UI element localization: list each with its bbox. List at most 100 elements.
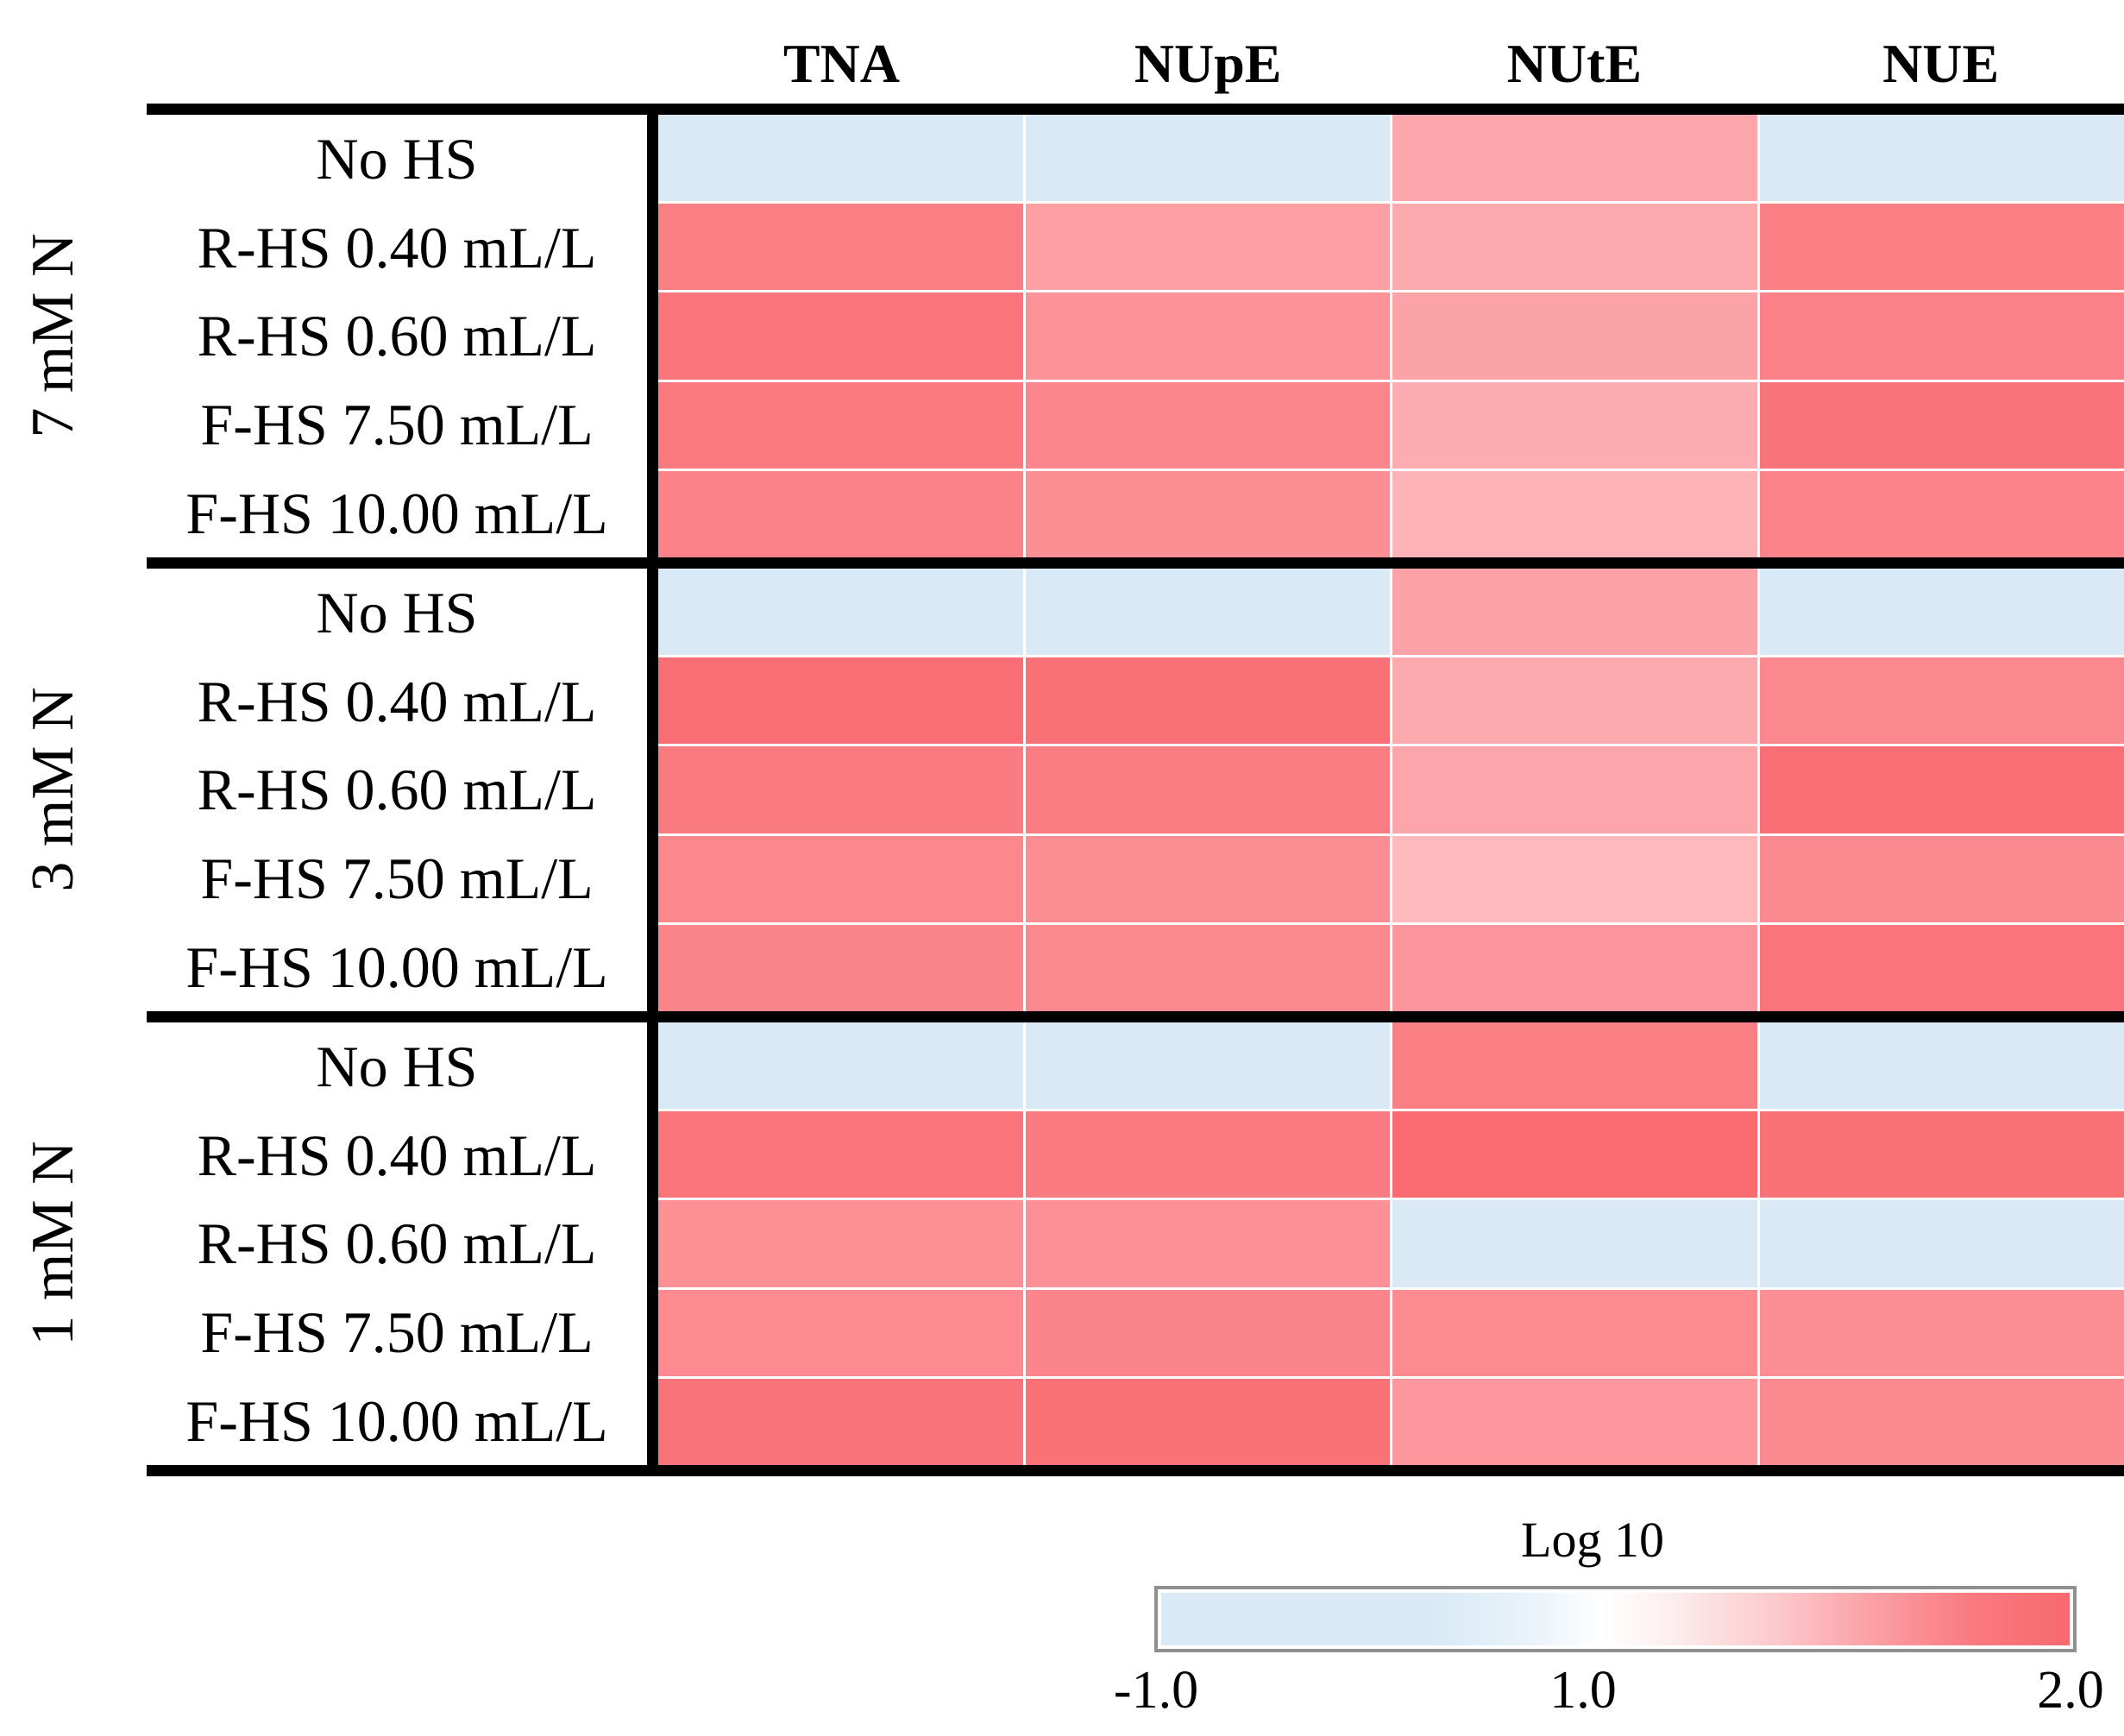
heatmap-cell	[1759, 292, 2124, 380]
heatmap-cells	[658, 1022, 2124, 1465]
heatmap-cell	[1759, 1289, 2124, 1376]
row-label: F-HS 10.00 mL/L	[185, 934, 608, 1000]
divider-line	[647, 115, 658, 557]
heatmap-cells	[658, 115, 2124, 557]
heatmap-cell	[1025, 292, 1390, 380]
heatmap-cell	[1759, 569, 2124, 656]
heatmap-cell	[1392, 1111, 1757, 1198]
divider-line	[647, 569, 658, 1011]
divider-line	[647, 1022, 658, 1465]
row-label: F-HS 7.50 mL/L	[200, 1299, 594, 1366]
heatmap-cell	[1392, 381, 1757, 469]
heatmap-cell	[1025, 657, 1390, 745]
heatmap-cell	[658, 1289, 1023, 1376]
heatmap-cell	[1025, 746, 1390, 833]
column-header-nute: NUtE	[1506, 33, 1643, 94]
heatmap-cell	[1025, 204, 1390, 291]
row-label-column: No HS R-HS 0.40 mL/L R-HS 0.60 mL/L F-HS 7.…	[147, 569, 647, 1011]
heatmap-cell	[1392, 1289, 1757, 1376]
heatmap-cell	[1025, 1378, 1390, 1465]
row-label: No HS	[316, 580, 478, 646]
heatmap-cell	[658, 1200, 1023, 1287]
row-label: No HS	[316, 126, 478, 192]
legend-tick-label-mid: 1.0	[1549, 1661, 1617, 1720]
row-label: No HS	[316, 1034, 478, 1100]
heatmap-cell	[1759, 1111, 2124, 1198]
heatmap-cell	[658, 746, 1023, 833]
heatmap-cell	[658, 204, 1023, 291]
heatmap-table: No HS R-HS 0.40 mL/L R-HS 0.60 mL/L F-HS 7.…	[147, 104, 2124, 1476]
heatmap-cell	[1759, 1200, 2124, 1287]
heatmap-cell	[1392, 746, 1757, 833]
heatmap-cell	[1759, 204, 2124, 291]
heatmap-cell	[1392, 835, 1757, 922]
column-header-tna: TNA	[782, 33, 900, 94]
legend-colorbar	[1154, 1586, 2077, 1652]
heatmap-cell	[658, 924, 1023, 1011]
column-headers: TNA NUpE NUtE NUE	[658, 7, 2124, 95]
heatmap-cell	[1025, 1111, 1390, 1198]
heatmap-cell	[1759, 835, 2124, 922]
heatmap-cell	[658, 1022, 1023, 1110]
heatmap-cell	[1392, 1378, 1757, 1465]
heatmap-cell	[1025, 1200, 1390, 1287]
row-label: R-HS 0.40 mL/L	[197, 668, 597, 734]
heatmap-cell	[1392, 1200, 1757, 1287]
row-label: R-HS 0.60 mL/L	[197, 303, 597, 369]
legend-title: Log 10	[1521, 1512, 1664, 1568]
heatmap-cell	[658, 657, 1023, 745]
heatmap-cell	[1392, 292, 1757, 380]
heatmap-cell	[658, 1111, 1023, 1198]
heatmap-cell	[1025, 924, 1390, 1011]
heatmap-cell	[1392, 1022, 1757, 1110]
heatmap-group: No HS R-HS 0.40 mL/L R-HS 0.60 mL/L F-HS 7.…	[147, 104, 2124, 557]
heatmap-cell	[1759, 470, 2124, 557]
group-label-3mmn: 3 mM N	[20, 687, 86, 892]
heatmap-cell	[1759, 657, 2124, 745]
heatmap-cells	[658, 569, 2124, 1011]
heatmap-cell	[658, 292, 1023, 380]
heatmap-cell	[1025, 1289, 1390, 1376]
heatmap-cell	[1392, 470, 1757, 557]
heatmap-cell	[658, 1378, 1023, 1465]
heatmap-cell	[1392, 924, 1757, 1011]
heatmap-cell	[658, 470, 1023, 557]
heatmap-cell	[1025, 835, 1390, 922]
heatmap-cell	[1392, 204, 1757, 291]
heatmap-cell	[1392, 569, 1757, 656]
heatmap-cell	[1392, 115, 1757, 202]
row-label: F-HS 7.50 mL/L	[200, 846, 594, 912]
row-label: F-HS 7.50 mL/L	[200, 392, 594, 458]
heatmap-cell	[1759, 1378, 2124, 1465]
heatmap-cell	[1025, 115, 1390, 202]
heatmap-cell	[1392, 657, 1757, 745]
heatmap-cell	[1759, 924, 2124, 1011]
row-label: R-HS 0.40 mL/L	[197, 214, 597, 280]
group-label-7mmn: 7 mM N	[20, 233, 86, 438]
heatmap-cell	[1759, 1022, 2124, 1110]
row-label: F-HS 10.00 mL/L	[185, 1387, 608, 1454]
heatmap-cell	[658, 115, 1023, 202]
row-label: R-HS 0.60 mL/L	[197, 1211, 597, 1277]
heatmap-cell	[1025, 470, 1390, 557]
column-header-nupe: NUpE	[1134, 33, 1282, 94]
legend-tick-label-min: -1.0	[1113, 1661, 1199, 1720]
heatmap-cell	[658, 835, 1023, 922]
heatmap-group: No HS R-HS 0.40 mL/L R-HS 0.60 mL/L F-HS 7.…	[147, 1011, 2124, 1465]
row-label-column: No HS R-HS 0.40 mL/L R-HS 0.60 mL/L F-HS 7.…	[147, 1022, 647, 1465]
heatmap-cell	[1759, 115, 2124, 202]
row-label: R-HS 0.60 mL/L	[197, 757, 597, 823]
heatmap-cell	[1759, 381, 2124, 469]
heatmap-group: No HS R-HS 0.40 mL/L R-HS 0.60 mL/L F-HS 7.…	[147, 557, 2124, 1011]
heatmap-cell	[658, 381, 1023, 469]
legend-tick-label-max: 2.0	[2037, 1661, 2104, 1720]
row-label: R-HS 0.40 mL/L	[197, 1122, 597, 1188]
heatmap-cell	[1025, 381, 1390, 469]
heatmap-cell	[1759, 746, 2124, 833]
group-label-1mmn: 1 mM N	[20, 1141, 86, 1346]
column-header-nue: NUE	[1882, 33, 2000, 94]
heatmap-cell	[1025, 569, 1390, 656]
row-label: F-HS 10.00 mL/L	[185, 480, 608, 546]
row-label-column: No HS R-HS 0.40 mL/L R-HS 0.60 mL/L F-HS 7.…	[147, 115, 647, 557]
